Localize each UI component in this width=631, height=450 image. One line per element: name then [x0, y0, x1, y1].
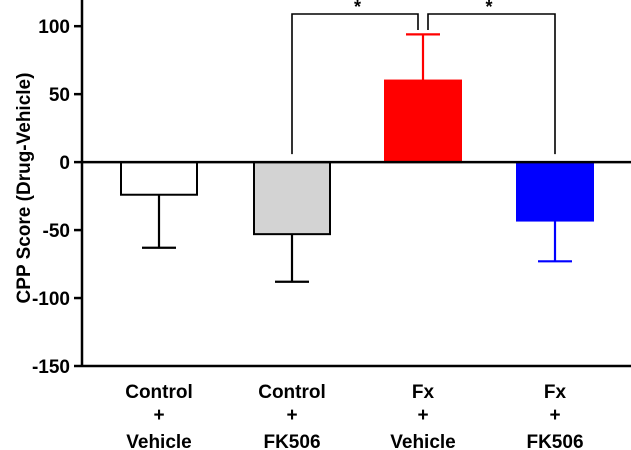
- significance-label-1: *: [354, 0, 361, 17]
- category-label-1: Vehicle: [126, 432, 192, 450]
- category-label-2: +: [286, 405, 297, 426]
- category-label-2: Control: [258, 382, 326, 403]
- category-label-1: Control: [125, 382, 193, 403]
- y-tick-label: 100: [38, 17, 70, 38]
- bar-3: [384, 79, 462, 164]
- bar-1: [120, 161, 198, 196]
- bar-2: [253, 161, 331, 236]
- category-label-4: +: [549, 405, 560, 426]
- significance-label-2: *: [485, 0, 492, 17]
- y-tick-label: 0: [59, 153, 70, 174]
- y-tick-label: -50: [43, 221, 70, 242]
- y-axis-title: CPP Score (Drug-Vehicle): [14, 73, 35, 304]
- category-label-3: Vehicle: [390, 432, 456, 450]
- plot-area: -150-100-50050100Control+VehicleControl+…: [32, 0, 631, 450]
- y-tick-label: -100: [32, 289, 70, 310]
- category-label-4: FK506: [526, 432, 583, 450]
- category-label-1: +: [153, 405, 164, 426]
- bar-4: [516, 161, 594, 222]
- category-label-3: +: [417, 405, 428, 426]
- significance-bracket-2: [427, 13, 556, 155]
- category-label-2: FK506: [263, 432, 320, 450]
- y-tick-label: -150: [32, 357, 70, 378]
- category-label-4: Fx: [544, 382, 567, 403]
- significance-bracket-1: [291, 13, 419, 155]
- category-label-3: Fx: [412, 382, 435, 403]
- y-tick-label: 50: [49, 85, 70, 106]
